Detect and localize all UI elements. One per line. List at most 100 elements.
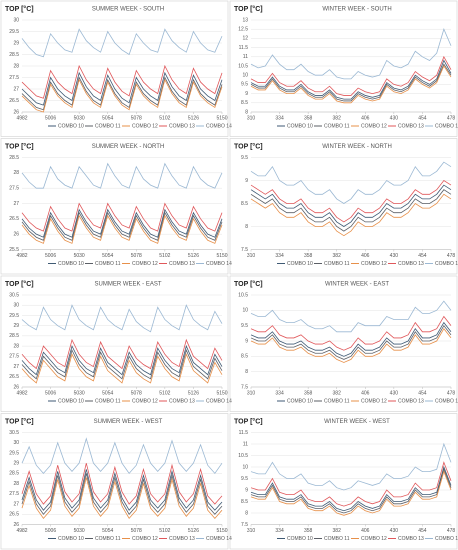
x-tick-label: 454	[418, 390, 427, 396]
series-line	[250, 324, 452, 360]
series-line	[250, 468, 452, 514]
legend-label: COMBO 11	[95, 536, 121, 542]
legend-label: COMBO 12	[132, 123, 158, 129]
y-tick-label: 26.5	[9, 374, 19, 380]
y-tick-label: 27	[13, 201, 19, 207]
chart-panel: SUMMER WEEK - NORTH TOP [°C] 25.5 26 26.5 27 2…	[0, 138, 232, 275]
legend-label: COMBO 14	[435, 536, 458, 542]
legend-label: COMBO 13	[398, 261, 424, 267]
legend-label: COMBO 14	[206, 261, 232, 267]
x-tick-label: 358	[304, 253, 313, 259]
y-tick-label: 11	[243, 54, 248, 60]
x-tick-label: 358	[304, 390, 313, 396]
series-line	[250, 63, 452, 102]
legend-label: COMBO 10	[287, 536, 313, 542]
legend-label: COMBO 10	[287, 123, 313, 129]
y-tick-label: 10	[242, 308, 248, 314]
y-tick-label: 27.5	[9, 354, 19, 360]
legend-label: COMBO 10	[58, 261, 84, 267]
x-tick-label: 5030	[74, 390, 85, 396]
y-axis-label: TOP [°C]	[5, 142, 34, 150]
chart-title: WINTER WEEK - WEST	[324, 419, 390, 425]
y-axis-label: TOP [°C]	[5, 280, 34, 288]
x-tick-label: 5054	[102, 390, 113, 396]
series-line	[250, 461, 452, 507]
x-tick-label: 5102	[159, 253, 170, 259]
panel-frame	[229, 413, 458, 550]
y-tick-label: 12.5	[238, 27, 248, 33]
chart-panel: SUMMER WEEK - SOUTH TOP [°C] 26 26.5 27 27.5 2…	[0, 0, 232, 137]
y-tick-label: 29	[13, 323, 19, 329]
y-tick-label: 26	[13, 231, 19, 237]
x-tick-label: 5102	[159, 528, 170, 534]
x-tick-label: 382	[333, 115, 342, 121]
series-line	[21, 437, 223, 475]
series-line	[21, 304, 223, 333]
x-tick-label: 5150	[216, 390, 227, 396]
chart-panel: SUMMER WEEK - WEST TOP [°C] 26 26.5 27 27.5 28…	[0, 413, 232, 550]
series-line	[250, 442, 452, 491]
y-tick-label: 28.5	[9, 471, 19, 477]
series-line	[21, 202, 223, 232]
x-tick-label: 478	[447, 528, 456, 534]
y-tick-label: 10.5	[238, 292, 248, 298]
y-tick-label: 8	[245, 224, 248, 230]
x-tick-label: 5078	[131, 390, 142, 396]
y-tick-label: 27.5	[9, 75, 19, 81]
legend-label: COMBO 14	[435, 261, 458, 267]
y-tick-label: 27	[13, 501, 19, 507]
y-tick-label: 9.5	[241, 476, 248, 482]
legend-label: COMBO 13	[169, 123, 195, 129]
x-tick-label: 406	[361, 115, 370, 121]
legend-label: COMBO 14	[435, 123, 458, 129]
x-tick-label: 454	[418, 253, 427, 259]
y-tick-label: 11.5	[239, 430, 249, 436]
x-tick-label: 430	[390, 528, 399, 534]
series-line	[250, 184, 452, 227]
series-line	[21, 344, 223, 376]
y-tick-label: 27.5	[9, 491, 19, 497]
x-tick-label: 382	[333, 253, 342, 259]
y-tick-label: 11	[243, 441, 248, 447]
y-tick-label: 30	[13, 303, 19, 309]
series-line	[250, 465, 452, 512]
y-tick-label: 28.5	[9, 52, 19, 58]
y-tick-label: 11.5	[239, 45, 249, 51]
x-tick-label: 5126	[188, 115, 199, 121]
legend-label: COMBO 13	[398, 536, 424, 542]
y-tick-label: 28	[13, 343, 19, 349]
x-tick-label: 5030	[74, 253, 85, 259]
legend-label: COMBO 12	[361, 398, 387, 404]
legend-label: COMBO 12	[361, 123, 387, 129]
series-line	[250, 321, 452, 357]
x-tick-label: 478	[447, 253, 456, 259]
legend-label: COMBO 11	[95, 398, 121, 404]
x-tick-label: 5054	[102, 528, 113, 534]
series-line	[21, 338, 223, 370]
series-line	[21, 211, 223, 241]
panel-frame	[229, 138, 458, 275]
legend-label: COMBO 11	[95, 123, 121, 129]
y-tick-label: 28.5	[9, 155, 19, 161]
series-line	[21, 214, 223, 244]
x-tick-label: 4982	[16, 390, 27, 396]
y-tick-label: 30.5	[9, 430, 19, 436]
series-line	[21, 162, 223, 189]
x-tick-label: 5030	[74, 115, 85, 121]
chart-panel: WINTER WEEK - WEST TOP [°C] 7.5 8 8.5 9 9.5 10 1…	[229, 413, 458, 550]
y-tick-label: 25.5	[9, 247, 19, 253]
legend-label: COMBO 13	[169, 398, 195, 404]
chart-panel: WINTER WEEK - EAST TOP [°C] 7.5 8 8.5 9 9.5 10 1…	[229, 275, 458, 412]
x-tick-label: 5078	[131, 115, 142, 121]
x-tick-label: 478	[447, 390, 456, 396]
x-tick-label: 5006	[45, 253, 56, 259]
chart-title: WINTER WEEK - NORTH	[322, 144, 392, 150]
y-tick-label: 8	[245, 510, 248, 516]
chart-panel: SUMMER WEEK - EAST TOP [°C] 26 26.5 27 27.5 28…	[0, 275, 232, 412]
series-line	[250, 315, 452, 351]
y-tick-label: 28.5	[9, 333, 19, 339]
legend-label: COMBO 10	[58, 536, 84, 542]
x-tick-label: 334	[275, 253, 284, 259]
y-tick-label: 9.5	[241, 82, 248, 88]
